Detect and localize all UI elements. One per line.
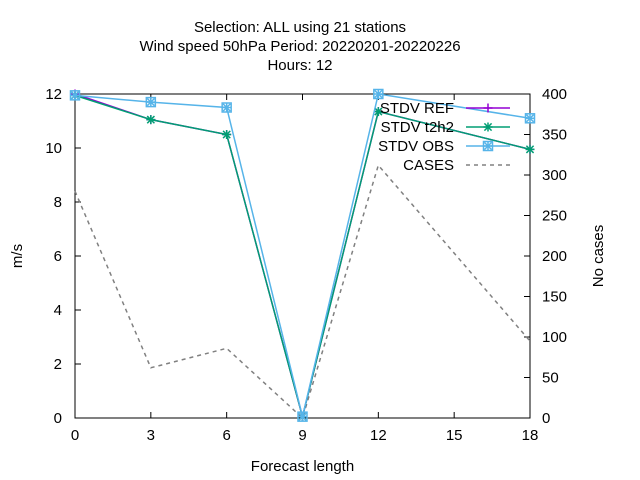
data-point (525, 144, 535, 154)
x-tick-label: 6 (222, 427, 230, 444)
data-point (483, 103, 493, 113)
axis-ticks: 0 3 6 9 12 15 18024681012050100150200250300350… (45, 86, 567, 444)
data-point (482, 140, 494, 152)
x-tick-label: 15 (446, 427, 463, 444)
x-tick-label: 0 (71, 427, 79, 444)
y-tick-label: 10 (45, 140, 62, 157)
data-point (297, 411, 308, 422)
x-tick-label: 18 (522, 427, 539, 444)
y-axis-label: m/s (9, 244, 26, 268)
data-point (373, 107, 383, 117)
y-tick-label: 8 (54, 194, 62, 211)
title-line-3: Hours: 12 (267, 57, 332, 74)
x-axis-label: Forecast length (251, 458, 354, 475)
data-point (69, 90, 81, 101)
series (69, 88, 536, 422)
y2-tick-label: 150 (542, 289, 567, 306)
legend: STDV REF STDV t2h2 STDV OBS CASES (378, 100, 510, 174)
y-tick-label: 0 (54, 410, 62, 427)
y-tick-label: 12 (45, 86, 62, 103)
y-tick-label: 2 (54, 356, 62, 373)
y2-tick-label: 400 (542, 86, 567, 103)
title-line-1: Selection: ALL using 21 stations (194, 19, 406, 36)
data-point (145, 96, 157, 108)
series-line-cases (74, 163, 531, 420)
series-line-stdv-ref (74, 93, 531, 420)
y2-tick-label: 250 (542, 208, 567, 225)
x-tick-label: 3 (147, 427, 155, 444)
title-line-2: Wind speed 50hPa Period: 20220201-202202… (139, 38, 460, 55)
legend-label: STDV OBS (378, 138, 454, 155)
y2-tick-label: 50 (542, 370, 559, 387)
x-tick-label: 9 (298, 427, 306, 444)
data-point (221, 102, 232, 113)
legend-label: STDV t2h2 (381, 119, 454, 136)
data-point (146, 115, 156, 125)
y2-tick-label: 350 (542, 127, 567, 144)
y2-tick-label: 200 (542, 248, 567, 265)
series-line-stdv-t2h2 (74, 94, 531, 420)
chart-title: Selection: ALL using 21 stations Wind spe… (139, 19, 460, 74)
legend-label: STDV REF (380, 100, 454, 117)
y2-tick-label: 300 (542, 167, 567, 184)
legend-label: CASES (403, 157, 454, 174)
data-point (373, 88, 384, 100)
y2-axis-label: No cases (590, 225, 607, 288)
plot-frame (74, 93, 531, 419)
data-point (222, 130, 232, 139)
y2-tick-label: 100 (542, 329, 567, 346)
data-point (524, 113, 536, 124)
y-tick-label: 6 (54, 248, 62, 265)
y2-tick-label: 0 (542, 410, 550, 427)
data-point (483, 122, 493, 132)
y-tick-label: 4 (54, 302, 62, 319)
x-tick-label: 12 (370, 427, 387, 444)
series-line-stdv-obs (74, 93, 531, 417)
